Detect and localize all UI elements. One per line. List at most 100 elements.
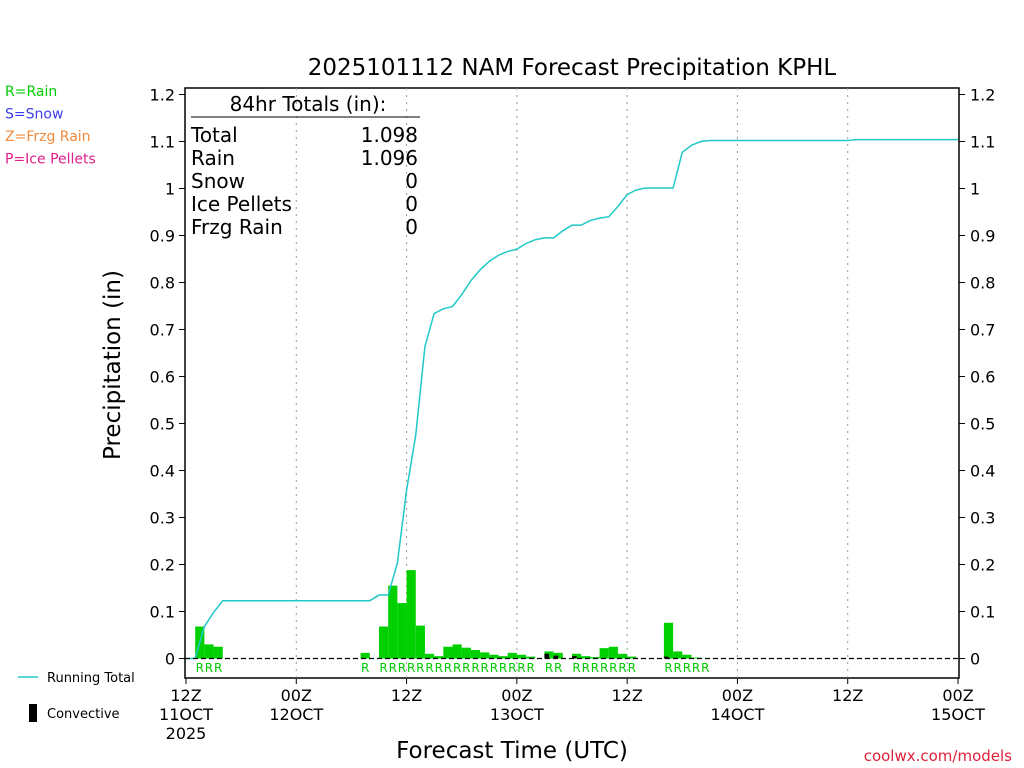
precip-bar-30 bbox=[663, 622, 674, 659]
y-tick-label-left-4: 0.4 bbox=[150, 462, 175, 481]
convective-bar-21 bbox=[544, 653, 550, 659]
x-tick-label-4: 12Z bbox=[611, 686, 642, 705]
precip-bar-16 bbox=[489, 654, 499, 659]
plot-frame bbox=[184, 87, 960, 679]
precip-bar-24 bbox=[581, 656, 591, 659]
x-tick-label-7: 00Z bbox=[942, 686, 973, 705]
precip-bar-12 bbox=[452, 644, 462, 659]
x-tick-year-0: 2025 bbox=[166, 724, 207, 743]
precip-bar-25 bbox=[590, 657, 600, 659]
totals-value-3: 0 bbox=[405, 192, 418, 216]
precip-bar-20 bbox=[526, 656, 536, 659]
totals-label-3: Ice Pellets bbox=[191, 192, 292, 216]
totals-rows: Total 1.098 Rain 1.096 Snow 0 Ice Pellets 0 Frzg… bbox=[190, 123, 418, 239]
precip-bar-3 bbox=[360, 652, 370, 659]
y-tick-label-left-2: 0.2 bbox=[150, 556, 175, 575]
ptype-label-10: R bbox=[435, 661, 443, 675]
precip-bar-7 bbox=[406, 570, 416, 659]
totals-label-2: Snow bbox=[191, 169, 245, 193]
totals-label-0: Total bbox=[190, 123, 238, 147]
x-tick-date-0: 11OCT bbox=[159, 705, 213, 724]
ptype-legend-item-0: R=Rain bbox=[5, 84, 57, 100]
precip-bar-33 bbox=[691, 657, 701, 659]
precip-bar-17 bbox=[498, 656, 508, 659]
x-tick-label-1: 00Z bbox=[281, 686, 312, 705]
precip-bar-14 bbox=[470, 650, 481, 659]
y-tick-label-right-12: 1.2 bbox=[970, 86, 995, 105]
convective-bar-30 bbox=[663, 656, 669, 659]
y-tick-label-right-9: 0.9 bbox=[970, 227, 995, 246]
precip-bar-18 bbox=[507, 652, 517, 659]
running-total-legend-label: Running Total bbox=[47, 671, 135, 686]
chart-title: 2025101112 NAM Forecast Precipitation KP… bbox=[308, 55, 837, 81]
y-tick-label-right-7: 0.7 bbox=[970, 321, 995, 340]
y-tick-label-left-10: 1 bbox=[165, 180, 175, 199]
ptype-label-20: R bbox=[526, 661, 534, 675]
ptype-label-26: R bbox=[600, 661, 608, 675]
ptype-label-6: R bbox=[398, 661, 406, 675]
ptype-label-23: R bbox=[572, 661, 580, 675]
ptype-label-27: R bbox=[609, 661, 617, 675]
precip-bar-2 bbox=[213, 646, 223, 659]
y-tick-label-right-1: 0.1 bbox=[970, 603, 995, 622]
convective-bar-23 bbox=[572, 656, 577, 659]
precip-bar-9 bbox=[424, 653, 435, 659]
ptype-label-13: R bbox=[462, 661, 470, 675]
ptype-label-9: R bbox=[425, 661, 433, 675]
y-tick-label-left-1: 0.1 bbox=[150, 603, 175, 622]
x-tick-date-3: 13OCT bbox=[490, 705, 544, 724]
precip-bar-19 bbox=[516, 654, 527, 659]
ptype-label-2: R bbox=[214, 661, 222, 675]
y-tick-label-right-4: 0.4 bbox=[970, 462, 995, 481]
totals-box: 84hr Totals (in): Total 1.098 Rain 1.096 Sno… bbox=[190, 92, 420, 239]
ptype-label-28: R bbox=[618, 661, 626, 675]
y-tick-label-right-2: 0.2 bbox=[970, 556, 995, 575]
y-tick-label-right-10: 1 bbox=[970, 180, 980, 199]
ptype-label-16: R bbox=[490, 661, 498, 675]
y-tick-label-left-5: 0.5 bbox=[150, 415, 175, 434]
ptype-label-29: R bbox=[628, 661, 636, 675]
x-tick-label-5: 00Z bbox=[722, 686, 753, 705]
y-tick-label-right-6: 0.6 bbox=[970, 368, 995, 387]
ptype-label-4: R bbox=[379, 661, 387, 675]
ptype-label-24: R bbox=[582, 661, 590, 675]
precip-bar-28 bbox=[617, 653, 628, 659]
precip-bar-29 bbox=[627, 656, 637, 659]
x-tick-label-3: 00Z bbox=[501, 686, 532, 705]
ptype-label-14: R bbox=[471, 661, 479, 675]
y-tick-label-right-3: 0.3 bbox=[970, 509, 995, 528]
ptype-legend: R=Rain S=Snow Z=Frzg Rain P=Ice Pellets bbox=[5, 84, 96, 168]
ptype-label-0: R bbox=[196, 661, 204, 675]
totals-value-4: 0 bbox=[405, 215, 418, 239]
y-tick-label-left-6: 0.6 bbox=[150, 368, 175, 387]
totals-heading: 84hr Totals (in): bbox=[230, 92, 387, 116]
y-tick-label-right-8: 0.8 bbox=[970, 274, 995, 293]
ptype-label-33: R bbox=[692, 661, 700, 675]
x-tick-label-2: 12Z bbox=[391, 686, 422, 705]
y-tick-label-left-12: 1.2 bbox=[150, 86, 175, 105]
ptype-legend-item-3: P=Ice Pellets bbox=[5, 152, 96, 168]
precip-bar-26 bbox=[599, 648, 609, 659]
y-axis-ticks: 0 00.1 0.10.2 0.20.3 0.30.4 0.40.5 0.50.6 0.60.… bbox=[150, 86, 996, 669]
ptype-label-5: R bbox=[389, 661, 397, 675]
x-axis-label: Forecast Time (UTC) bbox=[396, 738, 628, 764]
ptype-label-7: R bbox=[407, 661, 415, 675]
precip-bar-32 bbox=[682, 654, 692, 659]
precip-bar-27 bbox=[608, 646, 618, 659]
y-tick-label-right-11: 1.1 bbox=[970, 133, 995, 152]
ptype-label-1: R bbox=[205, 661, 213, 675]
ptype-label-30: R bbox=[664, 661, 672, 675]
y-tick-label-right-0: 0 bbox=[970, 650, 980, 669]
y-tick-label-left-11: 1.1 bbox=[150, 133, 175, 152]
convective-bar-22 bbox=[553, 655, 559, 659]
ptype-label-22: R bbox=[554, 661, 562, 675]
ptype-label-32: R bbox=[683, 661, 691, 675]
x-tick-date-5: 14OCT bbox=[710, 705, 764, 724]
series-legend: Running Total Convective bbox=[18, 671, 135, 722]
ptype-label-15: R bbox=[481, 661, 489, 675]
ptype-label-12: R bbox=[453, 661, 461, 675]
precip-bar-13 bbox=[461, 647, 471, 659]
